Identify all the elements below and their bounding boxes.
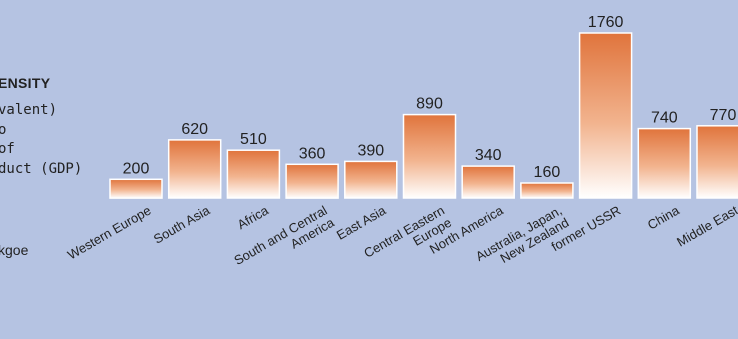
value-label-1: 620 <box>181 121 208 138</box>
bar-2 <box>226 149 281 199</box>
bar-9 <box>637 127 692 199</box>
category-label-2: Africa <box>235 202 272 232</box>
bar-7 <box>520 182 574 199</box>
value-label-2: 510 <box>240 131 267 148</box>
bars-group <box>109 32 738 199</box>
value-label-7: 160 <box>534 164 561 181</box>
bar-3 <box>285 163 339 199</box>
value-label-0: 200 <box>123 160 150 177</box>
value-labels-group: 200 620 510 360 390 890 340 160 1760 740 770 <box>123 14 737 181</box>
value-label-4: 390 <box>357 142 384 159</box>
value-label-8: 1760 <box>588 14 624 31</box>
chart-subtitle-fragment: valent) o of duct (GDP) <box>0 102 83 177</box>
bar-8 <box>578 32 633 199</box>
bar-4 <box>344 160 398 199</box>
value-label-10: 770 <box>710 107 737 124</box>
bar-10 <box>696 125 738 199</box>
value-label-3: 360 <box>299 145 326 162</box>
value-label-5: 890 <box>416 96 443 113</box>
bar-5 <box>402 113 457 199</box>
bar-1 <box>167 139 222 199</box>
chart-title-fragment: ENSITY <box>0 75 51 91</box>
category-label-10: Middle East <box>674 202 738 249</box>
value-label-9: 740 <box>651 110 678 127</box>
bar-6 <box>461 165 515 199</box>
value-label-6: 340 <box>475 147 502 164</box>
category-label-9: China <box>645 202 683 232</box>
unit-label: kgoe <box>0 242 29 258</box>
bar-0 <box>109 178 163 199</box>
category-label-1: South Asia <box>151 202 213 246</box>
category-label-0: Western Europe <box>65 203 154 263</box>
